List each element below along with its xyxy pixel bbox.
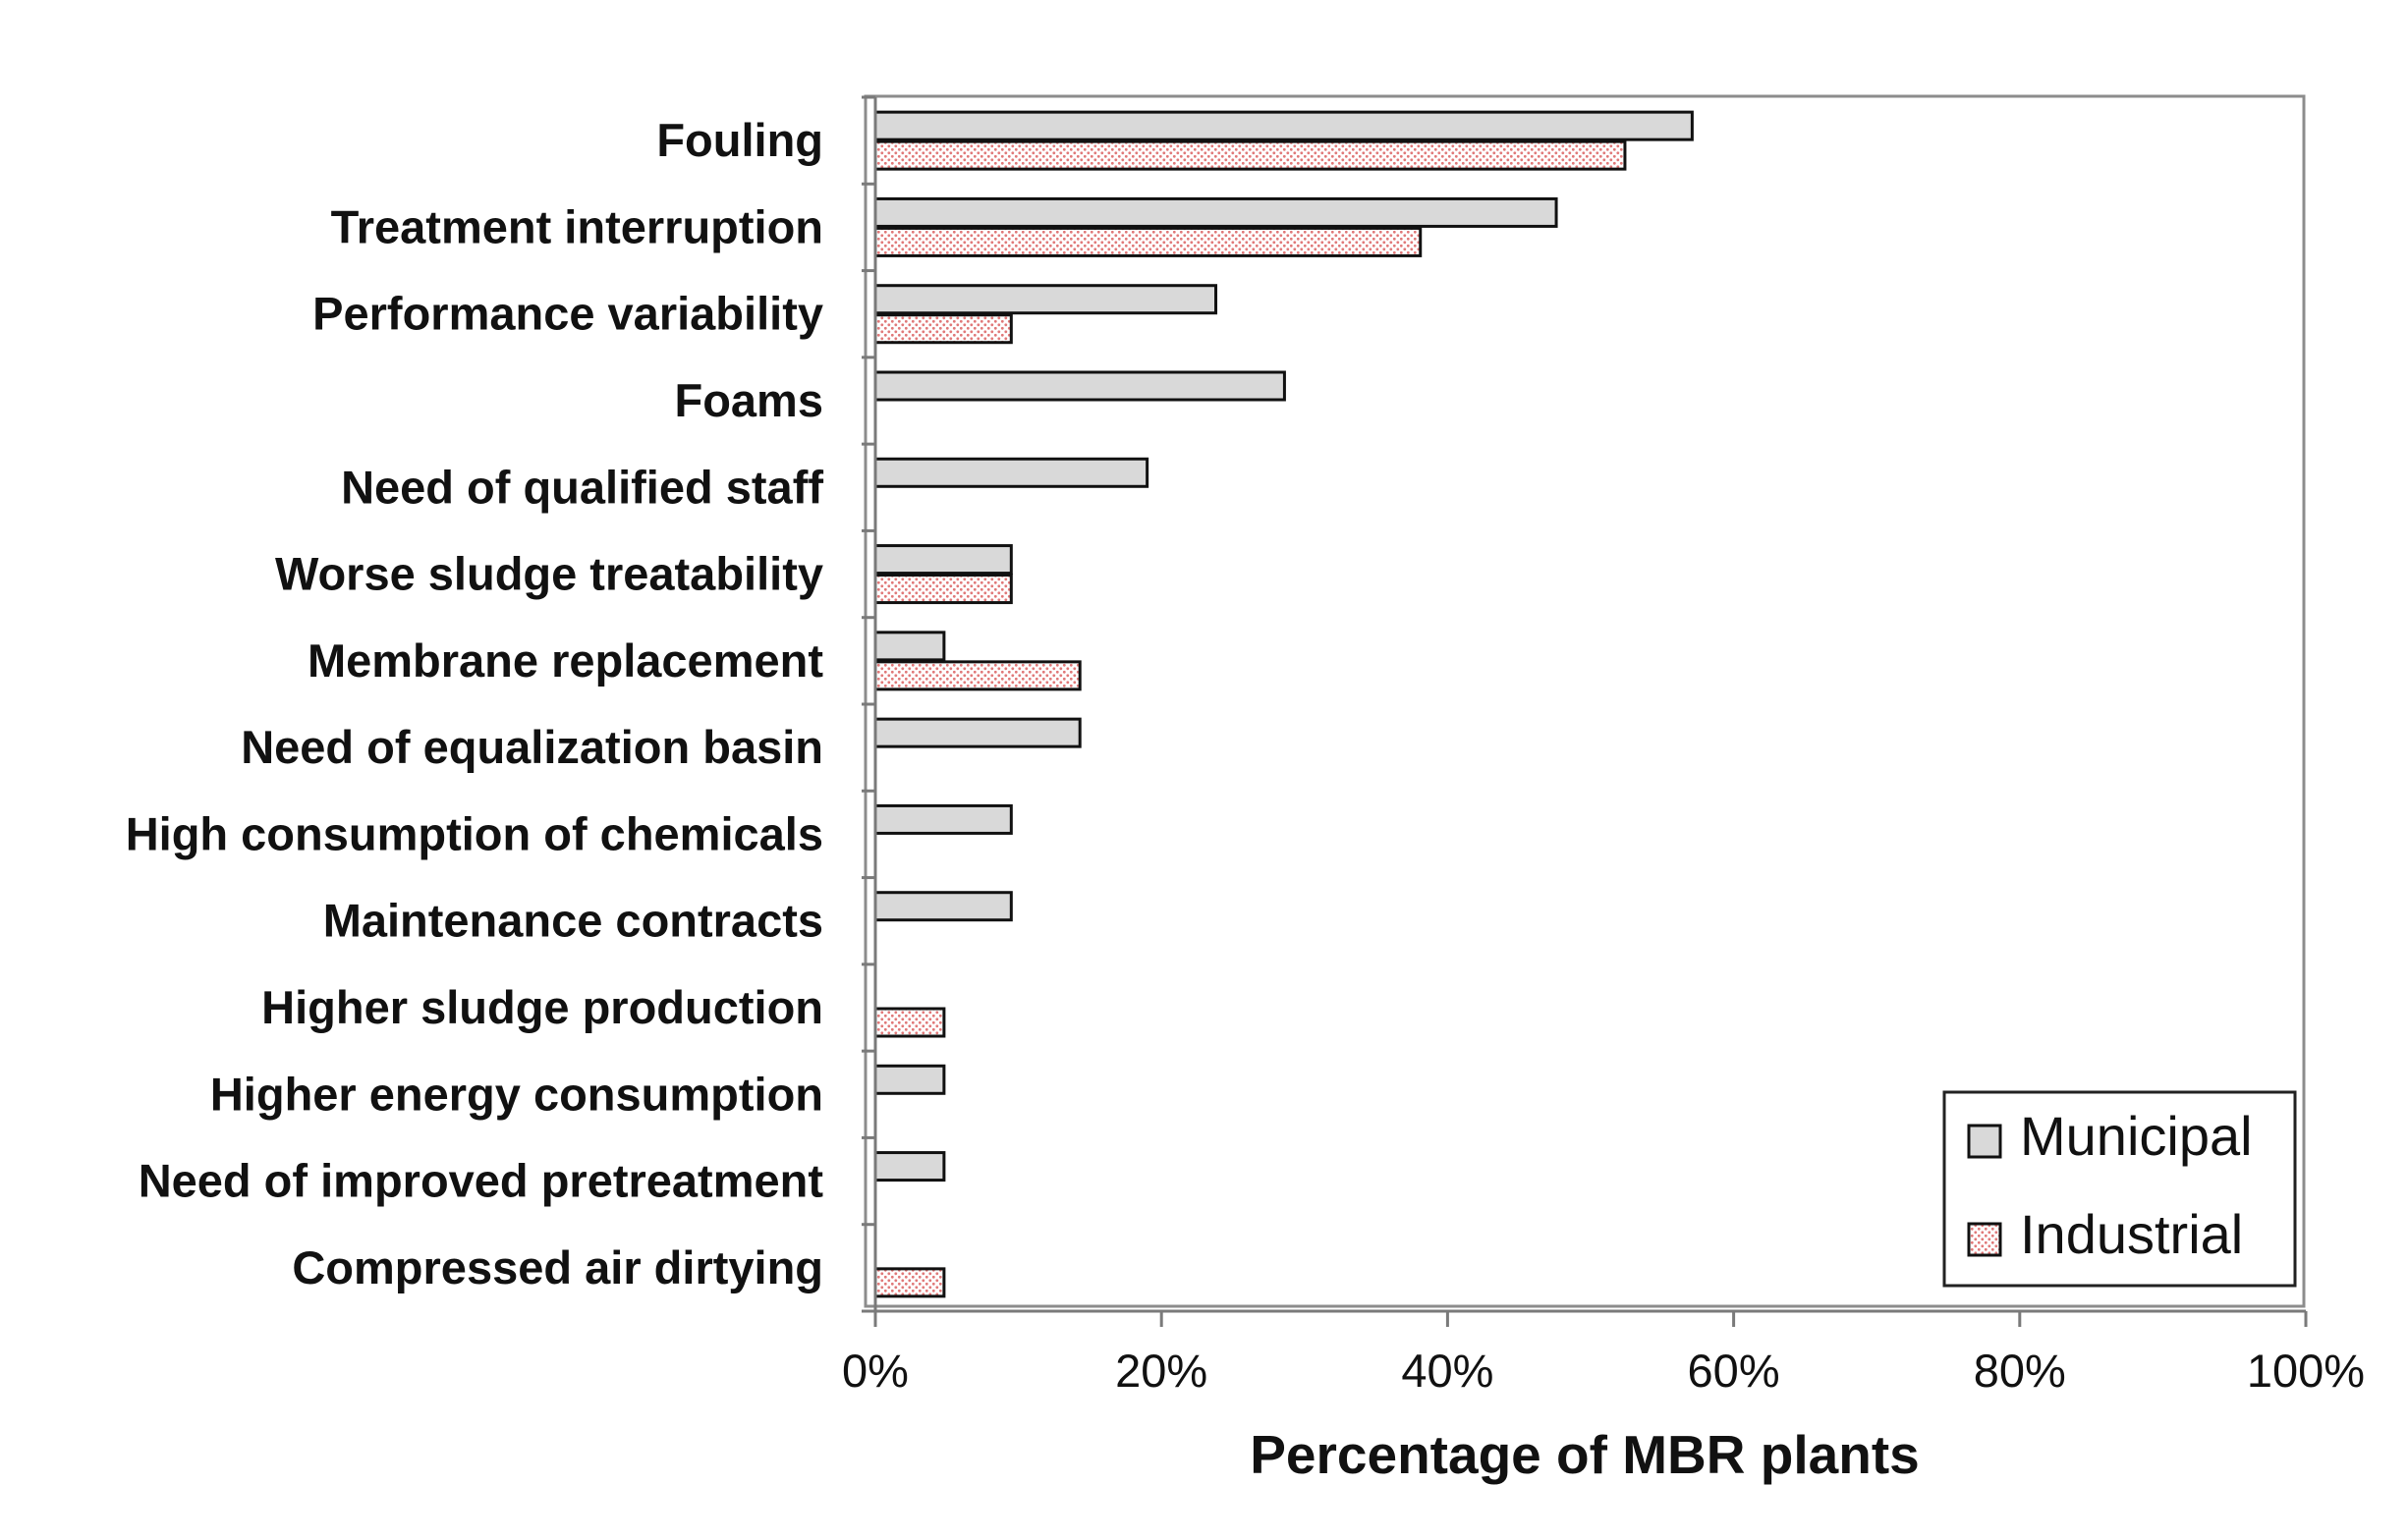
x-axis: 0% 20% 40% 60% 80% 100% [842, 1309, 2365, 1397]
industrial-bar [873, 226, 1423, 257]
industrial-bar [873, 660, 1082, 691]
x-axis-title: Percentage of MBR plants [1250, 1424, 1920, 1485]
category-label: Foams [675, 374, 824, 426]
municipal-bar [873, 370, 1286, 402]
category-label: Membrane replacement [308, 634, 823, 687]
category-label: Need of improved pretreatment [139, 1155, 824, 1207]
category-label: Maintenance contracts [323, 895, 823, 947]
municipal-legend-swatch [1967, 1124, 2002, 1159]
municipal-bar [873, 110, 1694, 141]
municipal-bar [873, 631, 946, 662]
x-tick-label: 60% [1688, 1345, 1780, 1397]
municipal-bar [873, 457, 1149, 488]
category-label: Higher energy consumption [210, 1068, 823, 1120]
industrial-bar [873, 1267, 946, 1298]
category-label: Performance variability [312, 288, 823, 340]
municipal-bar [873, 1151, 946, 1182]
category-label: Compressed air dirtying [292, 1241, 823, 1293]
x-tick-label: 0% [842, 1345, 909, 1397]
category-label: Fouling [656, 114, 823, 166]
industrial-legend-label: Industrial [2020, 1203, 2243, 1265]
category-label: Higher sludge production [261, 981, 823, 1033]
x-tick-label: 100% [2247, 1345, 2365, 1397]
category-label: Worse sludge treatability [275, 548, 823, 600]
legend: Municipal Industrial [1942, 1090, 2297, 1288]
x-tick-label: 20% [1115, 1345, 1207, 1397]
industrial-bar [873, 574, 1013, 605]
category-label: Need of qualified staff [341, 461, 823, 513]
x-tick-label: 80% [1974, 1345, 2066, 1397]
x-tick-label: 40% [1401, 1345, 1493, 1397]
municipal-bar [873, 891, 1013, 922]
industrial-bar [873, 313, 1013, 345]
industrial-legend-swatch [1967, 1222, 2002, 1257]
bars-layer [873, 110, 1694, 1298]
category-labels: Fouling Treatment interruption Performance… [126, 114, 824, 1293]
y-axis-ticks [862, 95, 877, 1313]
category-label: Need of equalization basin [241, 721, 823, 773]
municipal-bar [873, 544, 1013, 576]
industrial-bar [873, 139, 1627, 171]
municipal-bar [873, 1064, 946, 1095]
municipal-bar [873, 717, 1082, 748]
municipal-bar [873, 284, 1218, 315]
municipal-legend-label: Municipal [2020, 1105, 2253, 1167]
legend-box [1942, 1090, 2297, 1288]
category-label: Treatment interruption [331, 200, 823, 252]
municipal-bar [873, 196, 1558, 228]
industrial-bar [873, 1007, 946, 1038]
municipal-bar [873, 803, 1013, 835]
category-label: High consumption of chemicals [126, 807, 823, 859]
